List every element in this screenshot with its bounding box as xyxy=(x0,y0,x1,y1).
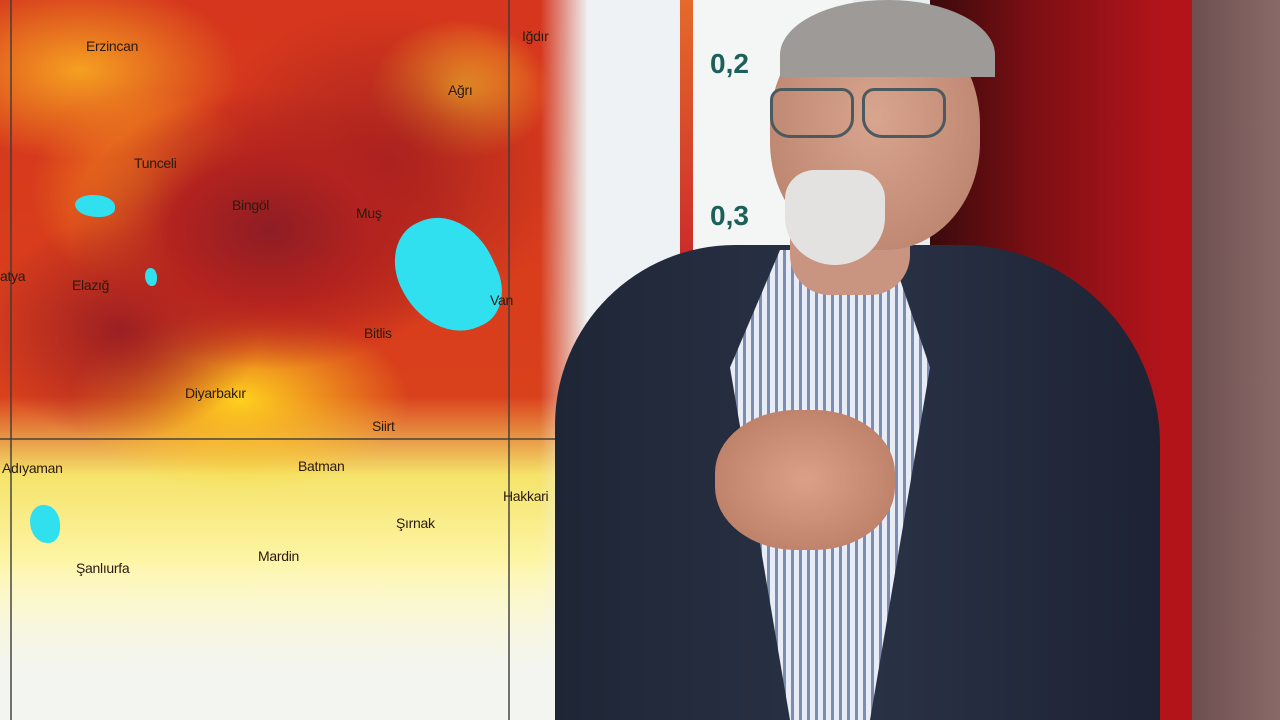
city-label: Hakkari xyxy=(503,488,549,504)
city-label: Muş xyxy=(356,205,382,221)
glasses-lens xyxy=(862,88,946,138)
glasses xyxy=(770,88,950,138)
grid-line xyxy=(508,0,510,720)
city-label: Ağrı xyxy=(448,82,473,98)
beard xyxy=(785,170,885,265)
legend-color-bar xyxy=(680,0,693,305)
city-label: Siirt xyxy=(372,418,395,434)
grid-line xyxy=(0,438,700,440)
legend-label: 0,3 xyxy=(710,200,749,231)
city-label: Erzincan xyxy=(86,38,139,54)
city-label: Bingöl xyxy=(232,197,270,213)
city-label: Van xyxy=(490,292,513,308)
city-label: Diyarbakır xyxy=(185,385,246,401)
lake xyxy=(145,268,157,286)
grid-line xyxy=(10,0,12,720)
city-label: Şırnak xyxy=(396,515,435,531)
glasses-lens xyxy=(770,88,854,138)
studio-pillar xyxy=(1192,0,1280,720)
city-label: Mardin xyxy=(258,548,299,564)
city-label: Adıyaman xyxy=(2,460,63,476)
city-label: atya xyxy=(0,268,26,284)
legend-label: 0,2 xyxy=(710,48,749,79)
lake-van xyxy=(379,200,516,350)
clasped-hands xyxy=(715,410,895,550)
city-label: Bitlis xyxy=(364,325,392,341)
city-label: Batman xyxy=(298,458,345,474)
lake xyxy=(75,195,115,217)
lake xyxy=(30,505,60,543)
city-label: Elazığ xyxy=(72,277,110,293)
city-label: Tunceli xyxy=(134,155,177,171)
city-label: Iğdır xyxy=(522,28,549,44)
city-label: Şanlıurfa xyxy=(76,560,130,576)
